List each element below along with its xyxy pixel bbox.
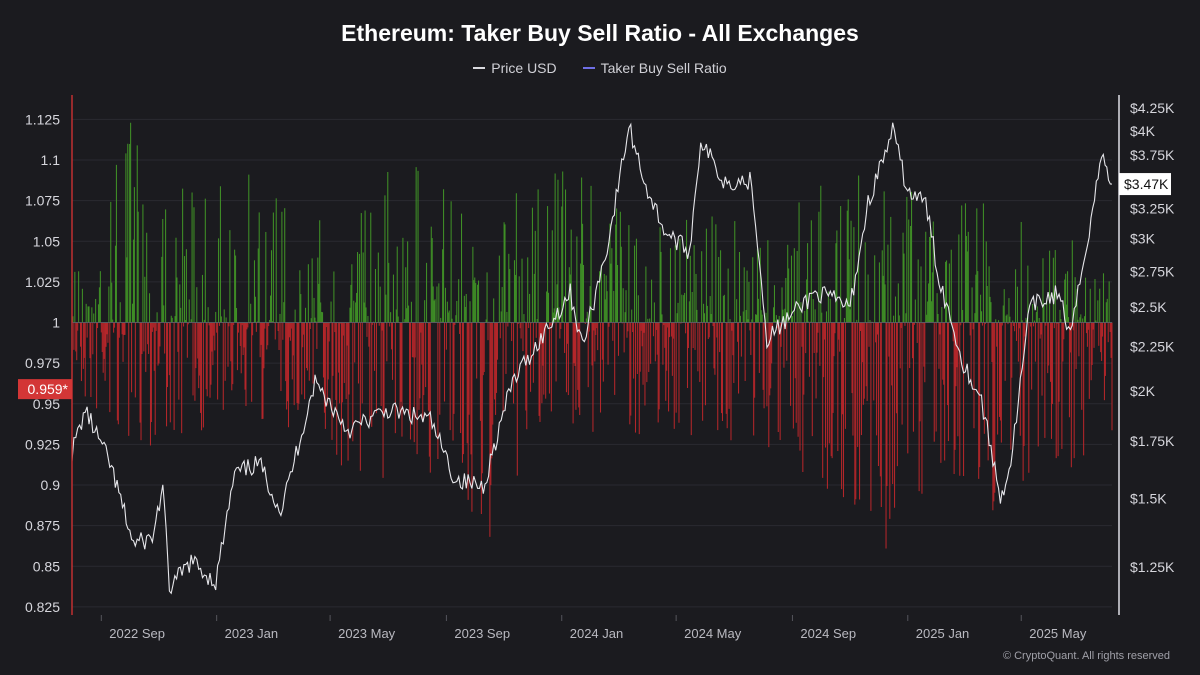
x-tick-label: 2023 Jan [225,626,279,641]
left-tick-label: 1.1 [41,152,61,168]
left-tick-label: 0.95 [33,396,60,412]
right-tick-label: $1.25K [1130,559,1175,575]
ratio-bars [71,122,1113,549]
x-tick-label: 2024 Sep [800,626,856,641]
chart-title: Ethereum: Taker Buy Sell Ratio - All Exc… [341,20,859,46]
legend-label-ratio: Taker Buy Sell Ratio [600,60,727,76]
left-tick-label: 1.025 [25,274,60,290]
price-line [71,122,1113,595]
legend-item-price[interactable]: Price USD [473,60,557,76]
left-tick-label: 0.825 [25,599,60,615]
right-tick-label: $3K [1130,231,1156,247]
right-tick-label: $3.25K [1130,201,1175,217]
right-axis: $1.25K $1.5K $1.75K $2K $2.25K $2.5K $2.75K $3K… [1118,95,1175,615]
right-tick-label: $1.5K [1130,491,1167,507]
right-tick-label: $2K [1130,383,1156,399]
legend: Price USD Taker Buy Sell Ratio [0,60,1200,76]
left-axis: 0.825 0.85 0.875 0.9 0.925 0.95 0.975 1 1.025 1.0… [25,95,73,615]
x-tick-label: 2023 Sep [454,626,510,641]
current-price-badge [1119,173,1171,196]
right-tick-label: $2.5K [1130,299,1167,315]
x-tick-label: 2024 May [684,626,742,641]
left-tick-label: 1.125 [25,111,60,127]
legend-item-ratio[interactable]: Taker Buy Sell Ratio [582,60,727,76]
left-tick-label: 0.9 [41,477,61,493]
x-tick-label: 2024 Jan [570,626,624,641]
current-value-badges: 0.959* $3.47K [18,173,1171,400]
right-tick-label: $2.75K [1130,263,1175,279]
left-tick-label: 1 [52,315,60,331]
left-tick-label: 0.85 [33,558,60,574]
right-tick-label: $2.25K [1130,339,1175,355]
legend-swatch-ratio [582,67,595,69]
x-tick-label: 2025 May [1029,626,1087,641]
legend-swatch-price [473,67,486,69]
x-tick-label: 2023 May [338,626,396,641]
current-ratio-badge [18,379,72,400]
current-price-label: $3.47K [1124,176,1169,192]
left-tick-label: 0.925 [25,436,60,452]
x-tick-label: 2022 Sep [109,626,165,641]
left-tick-label: 1.05 [33,233,60,249]
right-tick-label: $4.25K [1130,100,1175,116]
copyright-text: © CryptoQuant. All rights reserved [1002,650,1170,662]
left-tick-label: 0.975 [25,355,60,371]
current-ratio-label: 0.959* [28,381,69,397]
legend-label-price: Price USD [491,60,557,76]
right-tick-label: $4K [1130,123,1156,139]
right-tick-label: $1.75K [1130,433,1175,449]
left-tick-label: 1.075 [25,193,60,209]
x-tick-label: 2025 Jan [916,626,970,641]
left-tick-label: 0.875 [25,518,60,534]
right-tick-label: $3.75K [1130,147,1175,163]
x-axis: 2022 Sep 2023 Jan 2023 May 2023 Sep 2024 Jan… [100,615,1087,641]
